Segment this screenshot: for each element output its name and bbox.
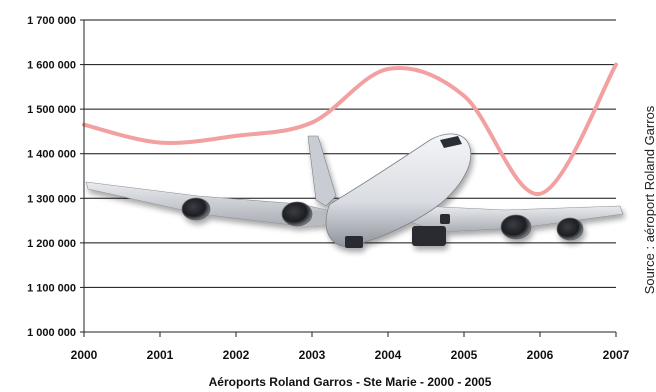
airplane-landing-gear	[345, 214, 450, 248]
airplane-cockpit	[440, 136, 462, 148]
x-tick-label: 2001	[147, 348, 174, 362]
data-point	[159, 142, 161, 144]
x-axis-label: Aéroports Roland Garros - Ste Marie - 20…	[209, 375, 492, 389]
x-tick-label: 2006	[527, 348, 554, 362]
airplane-engines	[181, 197, 584, 241]
series-layer	[82, 62, 618, 196]
y-tick-label: 1 000 000	[27, 327, 76, 339]
x-tick-label: 2004	[375, 348, 402, 362]
y-tick-label: 1 300 000	[27, 193, 76, 205]
airplane-tail-fin	[307, 135, 337, 207]
source-note: Source : aéroport Roland Garros	[642, 105, 656, 294]
airplane-photo	[85, 133, 624, 248]
y-tick-label: 1 600 000	[27, 60, 76, 72]
y-tick-label: 1 100 000	[27, 282, 76, 294]
x-tick-label: 2002	[223, 348, 250, 362]
y-axis-ticks: 1 000 000 1 100 000 1 200 000 1 300 000 1 40…	[27, 15, 84, 339]
x-axis-ticks: 2000 2001 2002 2003 2004 2005 2006 2007	[71, 332, 630, 362]
data-point	[539, 193, 541, 195]
data-point	[235, 135, 237, 137]
data-point	[463, 95, 465, 97]
data-point	[615, 64, 617, 66]
data-point	[387, 68, 389, 70]
y-tick-label: 1 200 000	[27, 238, 76, 250]
x-tick-label: 2007	[603, 348, 630, 362]
y-tick-label: 1 700 000	[27, 15, 76, 27]
x-tick-label: 2000	[71, 348, 98, 362]
series-line	[82, 62, 618, 196]
airplane-fuselage	[325, 133, 472, 248]
y-tick-label: 1 400 000	[27, 149, 76, 161]
x-tick-label: 2005	[451, 348, 478, 362]
data-point	[311, 122, 313, 124]
x-tick-label: 2003	[299, 348, 326, 362]
y-tick-label: 1 500 000	[27, 104, 76, 116]
